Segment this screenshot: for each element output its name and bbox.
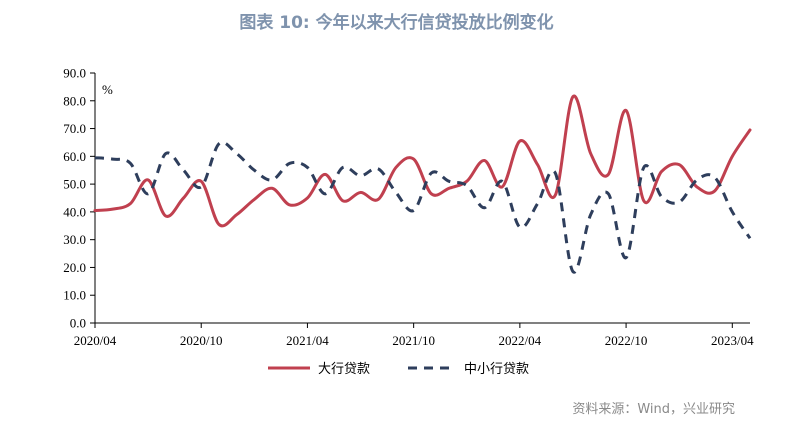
chart-title: 图表 10: 今年以来大行信贷投放比例变化: [239, 13, 554, 33]
source-note: 资料来源：Wind，兴业研究: [572, 402, 735, 417]
chart-series: [93, 94, 752, 274]
chart-axes: 0.0 10.0 20.0 30.0 40.0 50.0 60.0 70.0 80.0 90.0%…: [63, 66, 754, 349]
x-tick-label: 2021/04: [286, 333, 329, 348]
x-tick-label: 2023/04: [711, 333, 754, 348]
y-tick-label: 20.0: [63, 260, 86, 275]
x-tick-label: 2020/04: [74, 333, 117, 348]
y-tick-label: 50.0: [63, 177, 86, 192]
chart-legend: 大行贷款 中小行贷款: [268, 362, 529, 377]
x-tick-label: 2021/10: [392, 333, 435, 348]
y-tick-label: 30.0: [63, 232, 86, 247]
y-tick-label: 70.0: [63, 121, 86, 136]
legend-label: 大行贷款: [318, 362, 370, 377]
series-line-small-banks: [94, 140, 752, 274]
y-axis-unit: %: [102, 82, 113, 97]
y-tick-label: 10.0: [63, 288, 86, 303]
legend-label: 中小行贷款: [464, 362, 529, 377]
y-tick-label: 0.0: [70, 316, 86, 331]
y-tick-label: 90.0: [63, 66, 86, 81]
y-tick-label: 60.0: [63, 149, 86, 164]
x-tick-label: 2022/04: [499, 333, 542, 348]
series-line-large-banks: [93, 94, 752, 228]
y-tick-label: 40.0: [63, 204, 86, 219]
x-tick-label: 2020/10: [180, 333, 223, 348]
y-tick-label: 80.0: [63, 93, 86, 108]
x-tick-label: 2022/10: [605, 333, 648, 348]
